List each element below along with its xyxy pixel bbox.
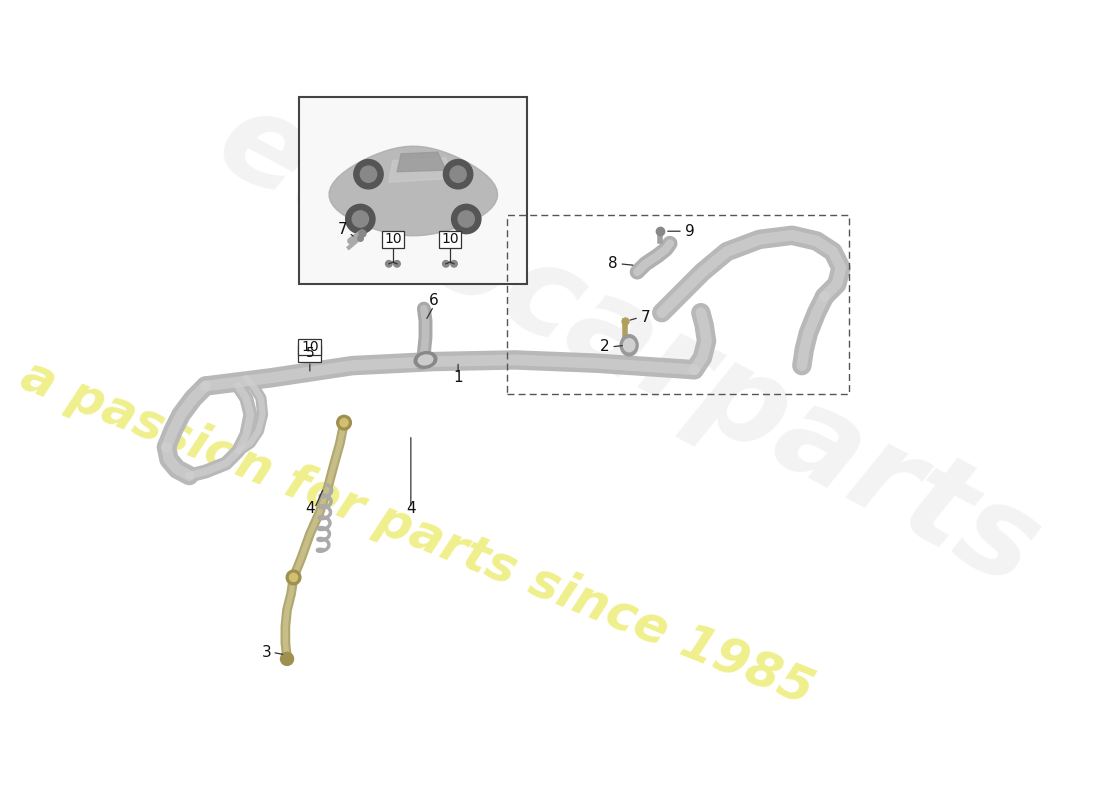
Circle shape xyxy=(337,415,351,430)
Bar xyxy=(298,338,321,355)
Text: 7: 7 xyxy=(640,310,650,325)
Text: 10: 10 xyxy=(301,340,319,354)
Polygon shape xyxy=(388,158,454,182)
Text: 7: 7 xyxy=(338,222,348,237)
Text: 10: 10 xyxy=(384,232,402,246)
Polygon shape xyxy=(397,152,446,172)
Bar xyxy=(382,231,405,247)
Text: 9: 9 xyxy=(685,224,695,238)
Circle shape xyxy=(340,418,348,426)
Circle shape xyxy=(451,261,458,267)
Ellipse shape xyxy=(418,355,432,365)
Bar xyxy=(299,97,527,284)
Text: 2: 2 xyxy=(600,339,609,354)
Text: 4: 4 xyxy=(406,501,416,516)
Circle shape xyxy=(452,204,481,234)
Text: 10: 10 xyxy=(441,232,459,246)
Circle shape xyxy=(361,166,376,182)
Circle shape xyxy=(450,166,466,182)
Ellipse shape xyxy=(620,334,638,356)
Text: 1: 1 xyxy=(453,370,463,386)
Bar xyxy=(439,231,461,247)
Text: 6: 6 xyxy=(429,293,439,308)
Circle shape xyxy=(289,574,298,582)
Text: 5: 5 xyxy=(306,346,315,361)
Circle shape xyxy=(458,211,474,227)
Polygon shape xyxy=(329,146,497,236)
Circle shape xyxy=(442,261,449,267)
Text: 4: 4 xyxy=(305,501,315,516)
Circle shape xyxy=(386,261,392,267)
Ellipse shape xyxy=(624,338,635,352)
Text: 8: 8 xyxy=(608,256,618,271)
Ellipse shape xyxy=(415,352,437,368)
Circle shape xyxy=(286,570,301,585)
Text: a passion for parts since 1985: a passion for parts since 1985 xyxy=(14,351,821,714)
Text: eurocarparts: eurocarparts xyxy=(197,78,1058,613)
Circle shape xyxy=(345,204,375,234)
Bar xyxy=(298,346,321,362)
Text: 3: 3 xyxy=(262,645,272,660)
Circle shape xyxy=(394,261,400,267)
Circle shape xyxy=(354,159,383,189)
Circle shape xyxy=(352,211,368,227)
Circle shape xyxy=(280,652,294,666)
Bar xyxy=(507,215,849,394)
Circle shape xyxy=(443,159,473,189)
